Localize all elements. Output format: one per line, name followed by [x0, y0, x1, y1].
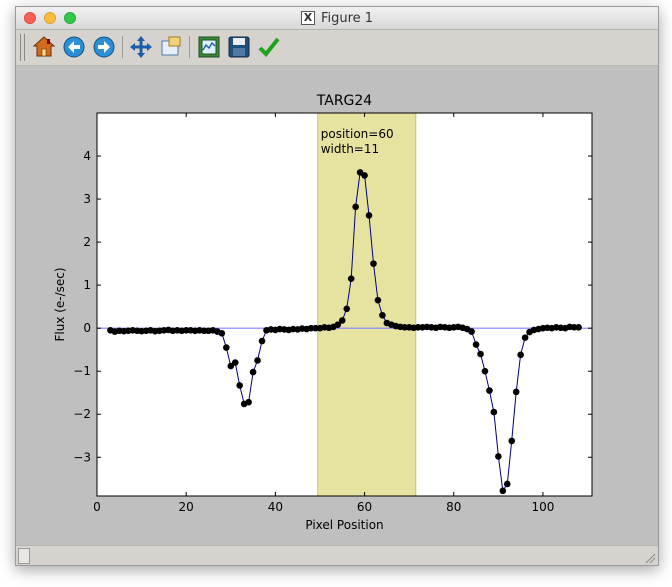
checkmark-icon: [258, 37, 280, 57]
save-icon: [228, 36, 250, 58]
x-tick-label: 80: [446, 500, 461, 514]
band-annotation-line: position=60: [321, 127, 394, 141]
forward-arrow-icon: [93, 36, 115, 58]
axes-frame: [96, 112, 593, 497]
x-axis-label: Pixel Position: [305, 518, 383, 532]
chart-svg: 0 20 40 60 80 100 −3 −2 −1 0 1 2 3 4 TARG24 Pixel Posit…: [53, 93, 593, 532]
zoom-button[interactable]: [159, 35, 183, 59]
data-point: [347, 275, 355, 282]
data-point: [365, 212, 373, 219]
data-point: [499, 487, 507, 495]
y-tick-label: 2: [83, 235, 91, 249]
y-axis-label: Flux (e-/sec): [53, 267, 67, 341]
toolbar-grip[interactable]: [20, 34, 25, 61]
data-point: [370, 260, 377, 267]
data-point: [468, 328, 475, 335]
data-point: [343, 305, 351, 313]
data-point: [338, 317, 346, 324]
data-point: [258, 337, 266, 345]
home-button[interactable]: [32, 35, 56, 59]
navigation-toolbar: [16, 30, 658, 66]
window-title: Figure 1: [320, 10, 374, 26]
resize-grip-icon[interactable]: [644, 552, 656, 564]
band-annotation-line: width=11: [321, 142, 379, 156]
data-point: [575, 324, 582, 331]
data-point: [249, 368, 257, 376]
figure-window: X Figure 1: [15, 6, 659, 566]
data-point: [236, 382, 244, 389]
toolbar-separator: [122, 36, 123, 58]
data-point: [223, 344, 230, 351]
data-point: [218, 330, 226, 337]
pan-button[interactable]: [129, 35, 153, 59]
x-tick-label: 0: [93, 500, 101, 514]
data-point: [379, 311, 386, 319]
back-arrow-icon: [63, 36, 85, 58]
figure-canvas[interactable]: 0 20 40 60 80 100 −3 −2 −1 0 1 2 3 4 TARG24 Pixel Posit…: [16, 66, 658, 545]
x-tick-label: 100: [531, 500, 554, 514]
data-point: [521, 334, 529, 341]
y-tick-label: 3: [83, 192, 91, 206]
data-point: [361, 172, 368, 179]
close-window-button[interactable]: [24, 12, 36, 24]
toolbar-separator: [189, 36, 190, 58]
status-message-field: [18, 548, 30, 564]
data-point: [512, 388, 520, 396]
data-point: [486, 387, 493, 394]
home-icon: [32, 36, 56, 57]
data-point: [334, 321, 342, 329]
title-wrap: X Figure 1: [16, 7, 658, 29]
data-point: [231, 359, 239, 366]
data-point: [352, 203, 359, 211]
data-point: [227, 362, 235, 370]
data-point: [245, 398, 252, 406]
data-point: [481, 367, 489, 375]
y-tick-label: −2: [73, 407, 91, 421]
subplots-button[interactable]: [197, 35, 221, 59]
zoom-icon: [161, 36, 181, 56]
pan-icon: [130, 36, 152, 58]
data-point: [503, 480, 511, 488]
data-point: [495, 453, 502, 460]
subplots-icon: [198, 36, 220, 58]
forward-button[interactable]: [92, 35, 116, 59]
data-point: [517, 351, 524, 359]
highlight-band: [317, 112, 417, 497]
plot-layer: 0 20 40 60 80 100 −3 −2 −1 0 1 2 3 4 TARG24 Pixel Posit…: [53, 93, 593, 532]
save-button[interactable]: [227, 35, 251, 59]
data-point: [477, 350, 484, 358]
minimize-window-button[interactable]: [44, 12, 56, 24]
zoom-window-button[interactable]: [64, 12, 76, 24]
y-tick-label: −3: [73, 450, 91, 464]
back-button[interactable]: [62, 35, 86, 59]
data-point: [254, 357, 261, 364]
y-tick-label: −1: [73, 364, 91, 378]
data-point: [472, 341, 480, 348]
data-point: [490, 408, 498, 416]
chart-title: TARG24: [316, 93, 373, 109]
title-bar[interactable]: X Figure 1: [16, 7, 658, 30]
y-tick-label: 0: [83, 321, 91, 335]
data-point: [374, 296, 382, 304]
x11-app-icon: X: [300, 11, 315, 25]
y-tick-label: 4: [83, 149, 91, 163]
y-tick-label: 1: [83, 278, 91, 292]
status-bar: [16, 545, 658, 565]
data-point: [508, 437, 516, 445]
edit-parameters-button[interactable]: [257, 35, 281, 59]
x-tick-label: 20: [179, 500, 194, 514]
x-tick-label: 40: [268, 500, 283, 514]
x-tick-label: 60: [357, 500, 372, 514]
